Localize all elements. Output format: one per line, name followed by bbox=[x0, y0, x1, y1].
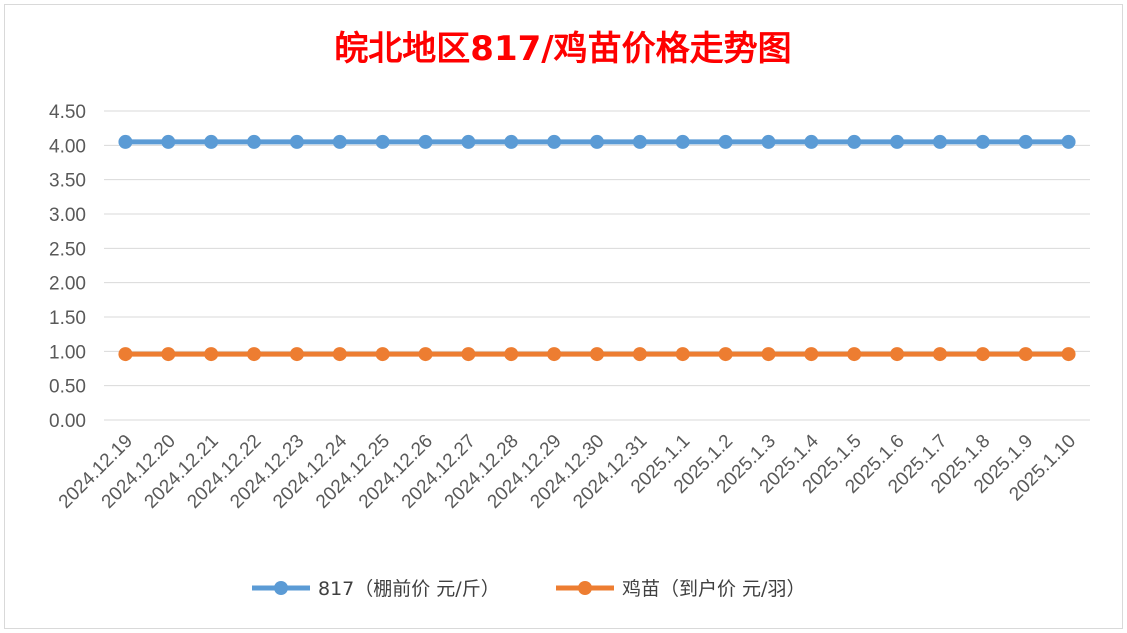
data-point bbox=[247, 134, 262, 149]
data-point bbox=[504, 347, 519, 362]
data-point bbox=[204, 347, 219, 362]
data-point bbox=[761, 347, 776, 362]
data-point bbox=[547, 347, 562, 362]
data-point bbox=[632, 134, 647, 149]
y-tick-label: 1.50 bbox=[49, 308, 86, 329]
data-point bbox=[461, 347, 476, 362]
data-point bbox=[332, 134, 347, 149]
y-tick-label: 1.00 bbox=[49, 342, 86, 363]
data-point bbox=[718, 134, 733, 149]
data-point bbox=[118, 134, 133, 149]
data-point bbox=[1061, 134, 1076, 149]
data-point bbox=[718, 347, 733, 362]
data-point bbox=[418, 347, 433, 362]
data-point bbox=[375, 347, 390, 362]
legend-swatch-marker bbox=[578, 581, 592, 595]
data-point bbox=[418, 134, 433, 149]
data-point bbox=[247, 347, 262, 362]
y-tick-label: 2.00 bbox=[49, 274, 86, 295]
y-tick-label: 4.00 bbox=[49, 136, 86, 157]
legend-label: 817（棚前价 元/斤） bbox=[318, 578, 500, 600]
data-point bbox=[161, 134, 176, 149]
data-point bbox=[804, 347, 819, 362]
data-point bbox=[1061, 347, 1076, 362]
legend-swatch-marker bbox=[274, 581, 288, 595]
y-tick-label: 3.50 bbox=[49, 171, 86, 192]
data-point bbox=[761, 134, 776, 149]
data-point bbox=[890, 347, 905, 362]
data-point bbox=[847, 347, 862, 362]
y-tick-label: 0.00 bbox=[49, 411, 86, 432]
chart-title: 皖北地区817/鸡苗价格走势图 bbox=[334, 29, 791, 69]
legend-item-1: 817（棚前价 元/斤） bbox=[252, 578, 500, 600]
data-point bbox=[118, 347, 133, 362]
data-point bbox=[590, 347, 604, 362]
data-point bbox=[590, 134, 604, 149]
series-layer bbox=[118, 134, 1076, 362]
data-point bbox=[675, 134, 690, 149]
data-point bbox=[1018, 347, 1033, 362]
data-point bbox=[461, 134, 476, 149]
data-point bbox=[289, 347, 304, 362]
data-point bbox=[975, 347, 990, 362]
data-point bbox=[890, 134, 905, 149]
data-point bbox=[932, 134, 947, 149]
y-tick-label: 4.50 bbox=[49, 102, 86, 123]
data-point bbox=[804, 134, 819, 149]
y-tick-label: 2.50 bbox=[49, 239, 86, 260]
data-point bbox=[204, 134, 219, 149]
data-point bbox=[675, 347, 690, 362]
data-point bbox=[547, 134, 562, 149]
legend-item-2: 鸡苗（到户价 元/羽） bbox=[556, 578, 805, 600]
series-1 bbox=[118, 134, 1076, 149]
legend: 817（棚前价 元/斤） 鸡苗（到户价 元/羽） bbox=[252, 578, 805, 600]
data-point bbox=[504, 134, 519, 149]
data-point bbox=[332, 347, 347, 362]
legend-label: 鸡苗（到户价 元/羽） bbox=[622, 578, 805, 600]
y-tick-label: 3.00 bbox=[49, 205, 86, 226]
data-point bbox=[847, 134, 862, 149]
series-2 bbox=[118, 347, 1076, 362]
data-point bbox=[975, 134, 990, 149]
data-point bbox=[161, 347, 176, 362]
data-point bbox=[932, 347, 947, 362]
data-point bbox=[289, 134, 304, 149]
data-point bbox=[632, 347, 647, 362]
data-point bbox=[375, 134, 390, 149]
data-point bbox=[1018, 134, 1033, 149]
y-axis: 0.00 0.50 1.00 1.50 2.00 2.50 3.00 3.50 4.00 4.50 bbox=[49, 102, 86, 432]
y-tick-label: 0.50 bbox=[49, 377, 86, 398]
